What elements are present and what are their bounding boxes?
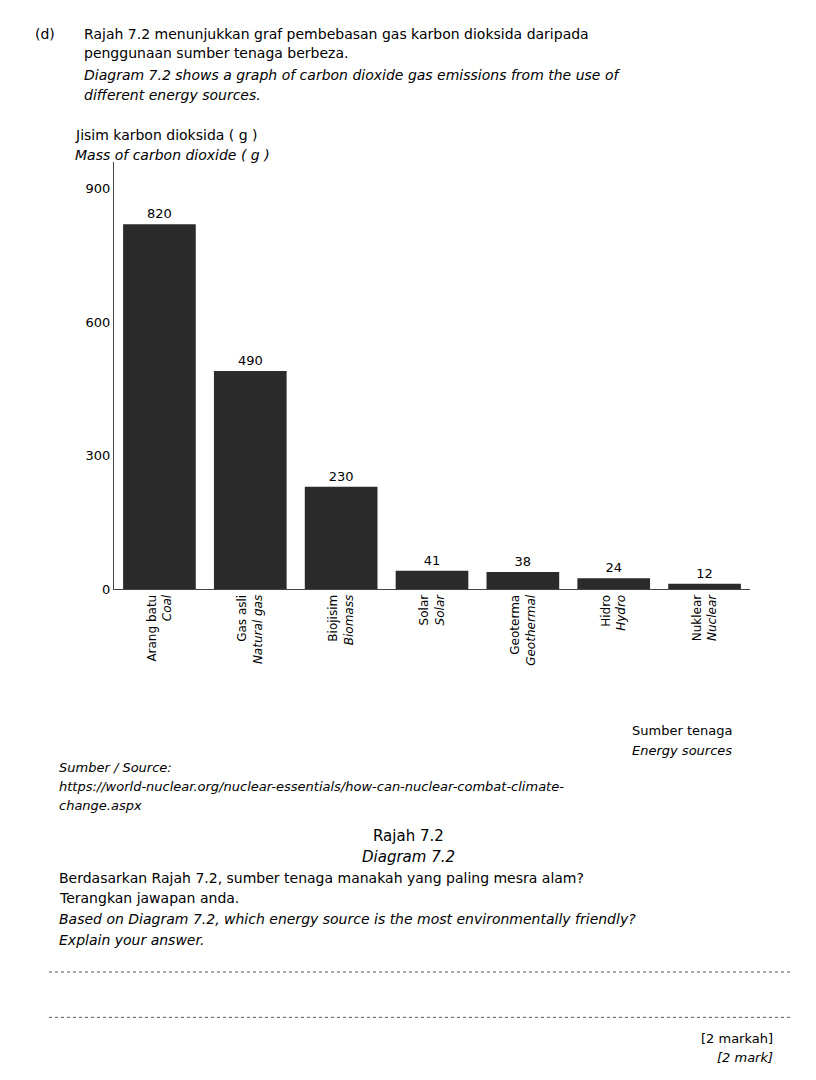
svg-text:0: 0 bbox=[102, 582, 110, 597]
svg-text:820: 820 bbox=[147, 206, 172, 221]
svg-text:(d): (d) bbox=[35, 26, 55, 42]
svg-text:Mass of carbon dioxide ( g ): Mass of carbon dioxide ( g ) bbox=[75, 147, 270, 163]
svg-text:900: 900 bbox=[86, 181, 111, 196]
svg-text:penggunaan sumber tenaga berbe: penggunaan sumber tenaga berbeza. bbox=[84, 45, 349, 61]
svg-text:41: 41 bbox=[424, 553, 441, 568]
svg-text:Rajah 7.2 menunjukkan graf pem: Rajah 7.2 menunjukkan graf pembebasan ga… bbox=[84, 26, 589, 42]
svg-text:different energy sources.: different energy sources. bbox=[84, 87, 261, 103]
svg-text:38: 38 bbox=[515, 554, 532, 569]
svg-text:Rajah 7.2: Rajah 7.2 bbox=[373, 827, 444, 845]
svg-text:[2 mark]: [2 mark] bbox=[717, 1050, 773, 1065]
svg-text:Energy sources: Energy sources bbox=[632, 743, 732, 758]
svg-text:230: 230 bbox=[329, 469, 354, 484]
svg-text:Berdasarkan Rajah 7.2, sumber: Berdasarkan Rajah 7.2, sumber tenaga man… bbox=[59, 870, 584, 886]
svg-text:Gas asliNatural gas: Gas asliNatural gas bbox=[235, 595, 265, 664]
svg-text:Based on Diagram 7.2, which en: Based on Diagram 7.2, which energy sourc… bbox=[59, 911, 636, 927]
svg-text:NuklearNuclear: NuklearNuclear bbox=[690, 594, 720, 642]
svg-text:Terangkan jawapan anda.: Terangkan jawapan anda. bbox=[59, 890, 239, 906]
svg-text:12: 12 bbox=[696, 566, 713, 581]
svg-text:Jisim karbon dioksida ( g ): Jisim karbon dioksida ( g ) bbox=[75, 127, 258, 143]
svg-text:SolarSolar: SolarSolar bbox=[417, 594, 447, 626]
svg-text:BiojisimBiomass: BiojisimBiomass bbox=[326, 595, 356, 645]
svg-text:Sumber tenaga: Sumber tenaga bbox=[632, 723, 732, 738]
svg-text:change.aspx: change.aspx bbox=[59, 798, 142, 813]
svg-text:490: 490 bbox=[238, 353, 263, 368]
svg-text:300: 300 bbox=[86, 448, 111, 463]
svg-text:Diagram 7.2 shows a graph of c: Diagram 7.2 shows a graph of carbon diox… bbox=[84, 67, 620, 83]
svg-text:https://world-nuclear.org/nucl: https://world-nuclear.org/nuclear-essent… bbox=[59, 779, 564, 794]
svg-text:Diagram 7.2: Diagram 7.2 bbox=[362, 848, 455, 866]
svg-text:Explain your answer.: Explain your answer. bbox=[59, 932, 204, 948]
svg-text:[2 markah]: [2 markah] bbox=[701, 1031, 773, 1046]
svg-text:Arang batuCoal: Arang batuCoal bbox=[145, 594, 175, 661]
svg-text:Sumber / Source:: Sumber / Source: bbox=[59, 760, 172, 775]
svg-text:24: 24 bbox=[605, 560, 622, 575]
svg-text:GeotermaGeothermal: GeotermaGeothermal bbox=[508, 594, 538, 666]
svg-text:600: 600 bbox=[86, 315, 111, 330]
svg-text:HidroHydro: HidroHydro bbox=[599, 595, 629, 631]
